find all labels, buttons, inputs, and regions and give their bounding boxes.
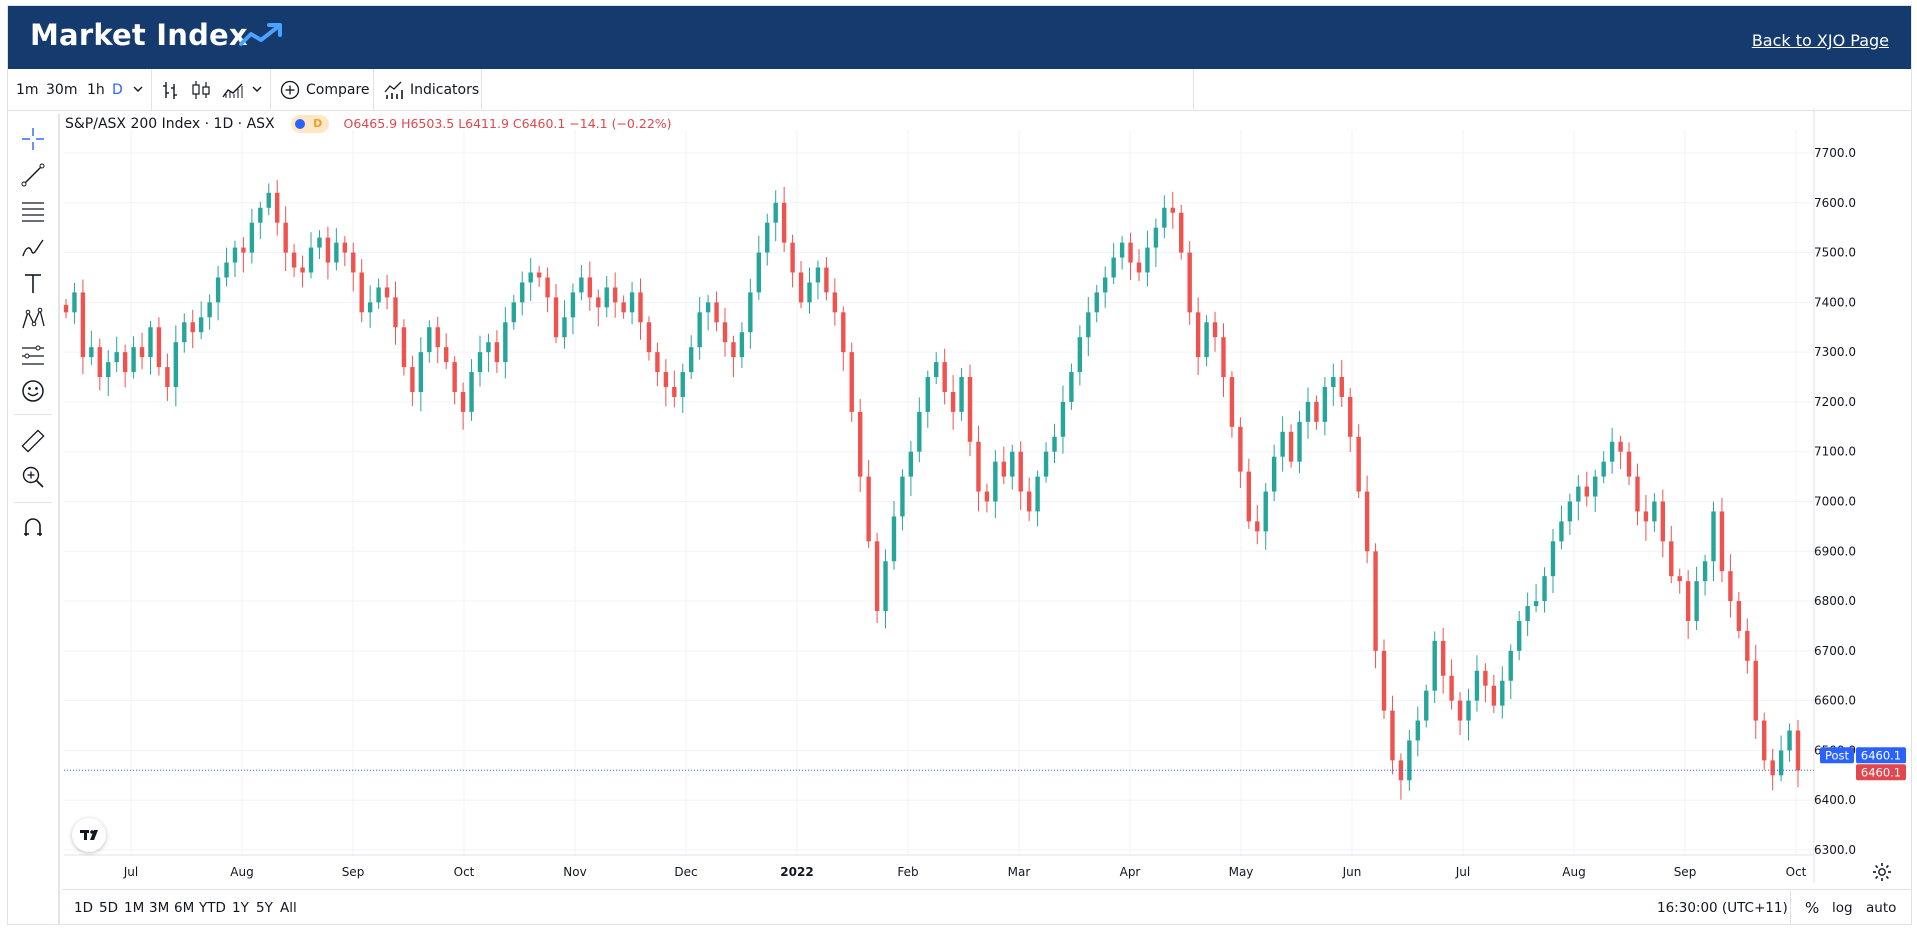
auto-toggle[interactable]: auto [1866,900,1897,916]
trend-line-tool[interactable] [20,162,46,188]
tv-logo-icon [80,830,98,840]
range-3m[interactable]: 3M [149,900,170,916]
symbol-title[interactable]: S&P/ASX 200 Index · 1D · ASX [65,116,275,132]
ohlc-values: O6465.9 H6503.5 L6411.9 C6460.1 −14.1 (−… [343,116,672,131]
percent-toggle[interactable]: % [1805,899,1820,917]
zoom-tool[interactable] [20,464,46,490]
app-frame: Market Index Back to XJO Page 1m 30m 1h … [7,5,1912,925]
compare-plus-icon[interactable] [280,80,300,100]
ruler-tool[interactable] [20,428,46,454]
range-5d[interactable]: 5D [99,900,118,916]
indicators-button[interactable]: Indicators [410,82,480,98]
brand-logo[interactable]: Market Index [30,18,248,52]
range-bar: 1D 5D 1M 3M 6M YTD 1Y 5Y All 16:30:00 (U… [62,889,1911,924]
chart-toolbar: 1m 30m 1h D Compare Indicators [8,69,1911,111]
crosshair-icon [22,128,44,150]
drawing-toolbar [8,114,60,924]
compare-button[interactable]: Compare [306,82,370,98]
pattern-tool[interactable] [20,306,46,332]
prediction-tool[interactable] [20,342,46,368]
chevron-down-icon[interactable] [252,84,262,96]
horizontal-lines-icon [22,202,44,222]
ruler-icon [21,429,45,453]
range-all[interactable]: All [280,900,297,916]
interval-30m[interactable]: 30m [46,82,78,98]
range-1m[interactable]: 1M [124,900,145,916]
range-5y[interactable]: 5Y [256,900,273,916]
market-status-badge[interactable]: D [291,115,330,133]
bar-chart-icon[interactable] [160,79,180,101]
magnet-tool[interactable] [20,514,46,540]
time-display[interactable]: 16:30:00 (UTC+11) [1657,900,1788,916]
trend-up-icon [239,23,282,46]
emoji-tool[interactable] [20,378,46,404]
candles-icon[interactable] [190,79,212,101]
log-toggle[interactable]: log [1832,900,1853,916]
smiley-icon [22,380,44,402]
back-to-xjo-link[interactable]: Back to XJO Page [1751,31,1889,50]
interval-d[interactable]: D [112,82,123,98]
zoom-in-icon [22,466,44,488]
brush-tool[interactable] [20,234,46,260]
range-ytd[interactable]: YTD [199,900,226,916]
fib-tool[interactable] [20,198,46,224]
measure-lines-icon [22,345,44,365]
crosshair-tool[interactable] [20,126,46,152]
text-icon [25,274,41,293]
pattern-icon [22,307,45,329]
tradingview-logo[interactable] [72,818,106,852]
interval-1m[interactable]: 1m [16,82,39,98]
gear-icon[interactable] [1872,862,1892,882]
range-1d[interactable]: 1D [74,900,93,916]
chevron-down-icon[interactable] [133,84,143,96]
site-header: Market Index Back to XJO Page [8,6,1911,69]
text-tool[interactable] [20,270,46,296]
brush-icon [22,239,44,257]
range-6m[interactable]: 6M [174,900,195,916]
chart-legend: S&P/ASX 200 Index · 1D · ASX D O6465.9 H… [65,115,672,133]
interval-1h[interactable]: 1h [87,82,105,98]
trend-line-icon [21,163,45,187]
magnet-icon [24,518,42,536]
range-1y[interactable]: 1Y [232,900,249,916]
indicators-icon[interactable] [384,80,404,100]
area-chart-icon[interactable] [222,80,244,100]
